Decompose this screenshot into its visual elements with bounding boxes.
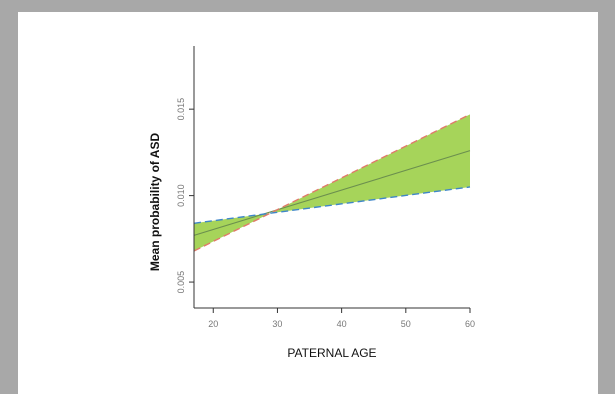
confidence-band xyxy=(194,114,470,251)
paternal-age-chart: 0.005 0.010 0.015 20 30 40 50 60 Mean probabili… xyxy=(148,46,475,360)
x-tick-label: 60 xyxy=(465,319,475,329)
series-line-mean xyxy=(193,150,471,236)
x-tick-label: 40 xyxy=(337,319,347,329)
x-tick-label: 20 xyxy=(208,319,218,329)
y-tick-label: 0.015 xyxy=(176,98,186,121)
series-line-lower xyxy=(193,186,471,224)
y-axis-title: Mean probability of ASD xyxy=(148,133,162,272)
y-tick-label: 0.005 xyxy=(176,271,186,294)
x-tick-label: 30 xyxy=(272,319,282,329)
x-tick-label: 50 xyxy=(401,319,411,329)
series-line-upper xyxy=(193,113,471,252)
figure-panel: 0.005 0.010 0.015 20 30 40 50 60 Mean probabili… xyxy=(18,12,598,394)
x-axis-title: PATERNAL AGE xyxy=(287,346,376,360)
y-tick-label: 0.010 xyxy=(176,184,186,207)
